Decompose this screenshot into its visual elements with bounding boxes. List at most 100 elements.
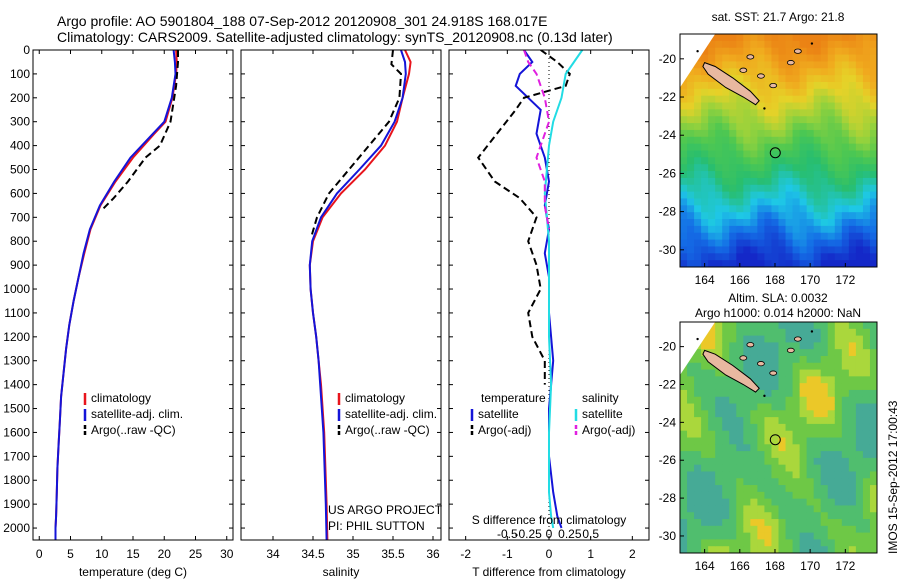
map-cell <box>799 335 808 343</box>
map-cell <box>862 116 871 124</box>
map-cell <box>757 410 765 418</box>
map-cell <box>820 129 829 138</box>
map-cell <box>771 164 779 172</box>
map-cell <box>750 205 758 213</box>
map-cell <box>694 362 702 371</box>
map-cell <box>715 260 723 268</box>
map-cell <box>694 191 702 199</box>
map-cell <box>792 410 801 418</box>
map-cell <box>764 129 772 138</box>
map-cell <box>855 116 864 124</box>
map-cell <box>715 157 723 165</box>
map-cell <box>792 430 801 438</box>
map-cell <box>743 102 751 110</box>
map-cell <box>841 512 850 520</box>
map-cell <box>806 143 815 151</box>
map-cell <box>792 491 801 500</box>
map-cell <box>743 47 751 56</box>
map-cell <box>764 116 772 124</box>
map-cell <box>743 191 751 199</box>
map-cell <box>799 184 808 193</box>
map-cell <box>848 342 857 350</box>
map-cell <box>729 68 737 76</box>
map-cell <box>785 171 794 179</box>
map-cell <box>806 383 815 391</box>
map-cell <box>792 464 801 472</box>
map-cell <box>785 150 794 158</box>
map-cell <box>708 253 716 261</box>
map-cell <box>722 451 730 459</box>
map-cell <box>722 423 730 432</box>
map-cell <box>792 369 801 377</box>
map-cell <box>764 177 772 186</box>
map-cell <box>834 498 843 506</box>
map-cell <box>715 40 723 49</box>
map-cell <box>764 376 772 384</box>
map-cell <box>792 68 801 76</box>
map-cell <box>855 102 864 110</box>
map-cell <box>785 95 794 104</box>
map-cell <box>820 40 829 49</box>
map-cell <box>841 342 850 350</box>
map-cell <box>820 253 829 261</box>
map-cell <box>764 335 772 343</box>
map-cell <box>813 478 822 486</box>
map-cell <box>869 68 878 76</box>
x-tick-label-temperature: 5 <box>67 547 74 561</box>
map-cell <box>764 205 772 213</box>
map-cell <box>799 355 808 364</box>
x-tick-label-difference: 2 <box>629 547 636 561</box>
map-cell <box>841 519 850 527</box>
map-cell <box>792 81 801 90</box>
map-cell <box>680 437 688 445</box>
map-cell <box>708 157 716 165</box>
map-cell <box>855 498 864 506</box>
map-cell <box>820 485 829 493</box>
x-tick-label-difference: 1 <box>587 547 594 561</box>
map-cell <box>750 546 758 554</box>
map-cell <box>869 457 878 466</box>
map-cell <box>764 171 772 179</box>
map-cell <box>848 143 857 151</box>
map-cell <box>785 410 794 418</box>
series-line-difference-0 <box>514 50 563 529</box>
map-cell <box>729 335 737 343</box>
map-cell <box>722 102 730 110</box>
map-cell <box>736 328 744 337</box>
map-cell <box>715 123 723 131</box>
map-cell <box>680 396 688 405</box>
map-cell <box>792 342 801 350</box>
map-cell <box>743 184 751 193</box>
map-cell <box>715 129 723 138</box>
map-cell <box>757 457 765 466</box>
map-cell <box>736 136 744 145</box>
map-cell <box>771 403 779 411</box>
map-cell <box>799 342 808 350</box>
map-cell <box>834 512 843 520</box>
map-cell <box>862 478 871 486</box>
map-cell <box>722 260 730 268</box>
map-cell <box>701 498 709 506</box>
map-cell <box>785 212 794 220</box>
map-cell <box>708 444 716 452</box>
map-cell <box>855 376 864 384</box>
map-cell <box>694 532 702 540</box>
map-cell <box>708 362 716 371</box>
map-cell <box>764 239 772 247</box>
map-cell <box>694 464 702 472</box>
map-cell <box>827 260 836 268</box>
map-cell <box>778 322 787 330</box>
map-cell <box>799 532 808 540</box>
map-cell <box>694 212 702 220</box>
map-cell <box>841 430 850 438</box>
map-cell <box>750 143 758 151</box>
map-cell <box>827 246 836 254</box>
map-cell <box>757 539 765 547</box>
map-cell <box>729 129 737 138</box>
map-cell <box>827 403 836 411</box>
map-cell <box>806 88 815 97</box>
map-cell <box>806 219 815 227</box>
map-cell <box>743 430 751 438</box>
map-cell <box>841 437 850 445</box>
map-cell <box>680 109 688 117</box>
